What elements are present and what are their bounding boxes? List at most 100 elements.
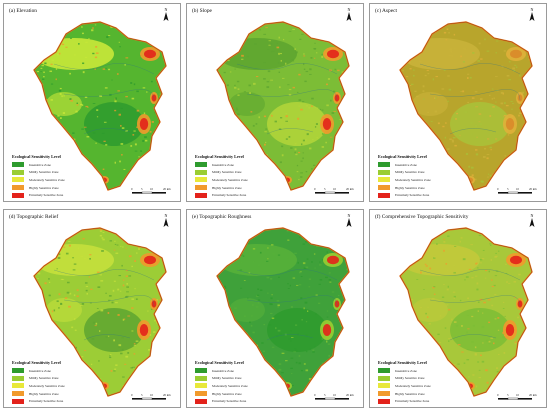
scale-bar: 0 5 10 20 km [496,187,540,197]
north-arrow: N [162,7,170,22]
legend-items: Insensitive Zone Mildly Sensitive Zone Mod… [195,367,285,405]
north-arrow: N [345,213,353,228]
legend-item: Extremely Sensitive Zone [12,191,102,199]
legend-label: Mildly Sensitive Zone [212,376,242,381]
legend-label: Insensitive Zone [395,162,417,167]
region-map [216,21,350,191]
legend-swatch [378,185,390,191]
legend-label: Extremely Sensitive Zone [212,399,247,404]
panel-title: (a) Elevation [9,8,37,14]
legend: Ecological Sensitivity Level Insensitive… [378,154,468,199]
north-arrow-icon [346,12,352,21]
north-arrow: N [162,213,170,228]
legend-title: Ecological Sensitivity Level [195,154,244,159]
legend-swatch [12,185,24,191]
legend-label: Highly Sensitive Zone [212,391,242,396]
map-panel-aspect: (c) Aspect N Ecological Sensitivity Leve… [369,3,547,202]
north-arrow: N [345,7,353,22]
legend-item: Insensitive Zone [195,161,285,169]
north-arrow-icon [163,218,169,227]
legend-label: Highly Sensitive Zone [212,185,242,190]
scale-tick-label: 5 [324,187,326,191]
legend-item: Extremely Sensitive Zone [195,397,285,405]
scale-tick-label: 10 [150,187,153,191]
legend-swatch [378,375,390,381]
legend-label: Moderately Sensitive Zone [212,383,248,388]
panel-title: (e) Topographic Roughness [192,214,252,220]
north-arrow-icon [346,218,352,227]
scale-tick-label: 5 [141,187,143,191]
scale-tick-label: 0 [314,393,316,397]
scale-tick-label: 0 [131,393,133,397]
scale-tick-label: 10 [516,393,519,397]
north-arrow: N [528,7,536,22]
scale-tick-label: 20 km [163,393,171,397]
legend-swatch [195,177,207,183]
north-arrow-label: N [530,213,534,218]
legend-title: Ecological Sensitivity Level [12,360,61,365]
legend-swatch [12,391,24,397]
legend: Ecological Sensitivity Level Insensitive… [195,154,285,199]
panel-title: (b) Slope [192,8,212,14]
legend-item: Moderately Sensitive Zone [378,176,468,184]
legend-label: Highly Sensitive Zone [395,185,425,190]
legend-item: Highly Sensitive Zone [378,390,468,398]
scale-tick-label: 10 [150,393,153,397]
legend-items: Insensitive Zone Mildly Sensitive Zone Mod… [195,161,285,199]
legend-label: Insensitive Zone [29,368,51,373]
legend-label: Insensitive Zone [29,162,51,167]
legend-item: Highly Sensitive Zone [378,184,468,192]
map-panel-relief: (d) Topographic Relief N Ecological Sens… [3,209,181,408]
legend-label: Extremely Sensitive Zone [29,399,64,404]
legend-swatch [378,177,390,183]
legend-label: Extremely Sensitive Zone [212,193,247,198]
north-arrow-icon [529,218,535,227]
legend-swatch [12,192,24,198]
panel-title: (c) Aspect [375,8,398,14]
scale-tick-label: 0 [497,187,499,191]
panel-title: (f) Comprehensive Topographic Sensitivit… [375,214,469,220]
legend-swatch [12,368,24,374]
scale-bar: 0 5 10 20 km [313,393,357,403]
map-panel-slope: (b) Slope N Ecological Sensitivity Level… [186,3,364,202]
scale-tick-label: 10 [516,187,519,191]
legend-item: Moderately Sensitive Zone [12,176,102,184]
scale-bar: 0 5 10 20 km [313,187,357,197]
scale-tick-label: 5 [141,393,143,397]
north-arrow-icon [163,12,169,21]
legend-title: Ecological Sensitivity Level [12,154,61,159]
legend-item: Mildly Sensitive Zone [195,375,285,383]
legend-swatch [12,398,24,404]
scale-tick-label: 0 [131,187,133,191]
legend-label: Insensitive Zone [212,162,234,167]
legend-label: Mildly Sensitive Zone [395,170,425,175]
legend-swatch [378,398,390,404]
legend-items: Insensitive Zone Mildly Sensitive Zone Mod… [12,367,102,405]
legend-label: Moderately Sensitive Zone [29,177,65,182]
map-panel-comprehensive: (f) Comprehensive Topographic Sensitivit… [369,209,547,408]
legend-swatch [12,375,24,381]
legend-item: Mildly Sensitive Zone [378,375,468,383]
legend-label: Mildly Sensitive Zone [212,170,242,175]
scale-tick-label: 10 [333,393,336,397]
legend-label: Moderately Sensitive Zone [212,177,248,182]
legend-swatch [12,177,24,183]
legend-swatch [195,391,207,397]
map-panel-elevation: (a) Elevation N Ecological Sensitivity L… [3,3,181,202]
legend-label: Insensitive Zone [395,368,417,373]
scale-bar-graphic [498,191,532,194]
legend-swatch [195,169,207,175]
legend-item: Extremely Sensitive Zone [378,191,468,199]
legend-label: Extremely Sensitive Zone [29,193,64,198]
panel-title: (d) Topographic Relief [9,214,59,220]
legend-label: Highly Sensitive Zone [395,391,425,396]
region-map [399,21,533,191]
north-arrow-label: N [347,213,351,218]
legend-swatch [195,192,207,198]
legend-item: Mildly Sensitive Zone [195,169,285,177]
scale-bar: 0 5 10 20 km [130,187,174,197]
north-arrow-label: N [164,7,168,12]
legend-items: Insensitive Zone Mildly Sensitive Zone Mod… [378,161,468,199]
legend-item: Highly Sensitive Zone [195,184,285,192]
